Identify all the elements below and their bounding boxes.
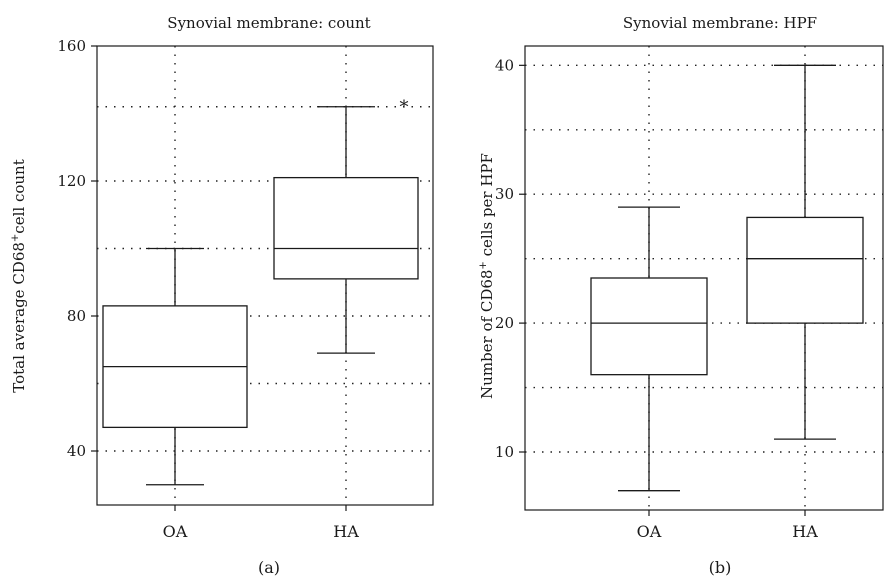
y-axis-label-superscript: +: [10, 234, 21, 242]
y-tick-label: 80: [67, 307, 86, 325]
iqr-box: [746, 216, 864, 324]
y-axis-label: Number of CD68+ cells per HPF: [478, 153, 496, 399]
x-category-label: HA: [333, 522, 359, 541]
x-category-label: OA: [637, 522, 662, 541]
iqr-box: [273, 176, 419, 280]
outlier-marker: *: [400, 97, 409, 118]
y-tick-label: 40: [495, 56, 514, 74]
y-tick-label: 120: [57, 172, 86, 190]
y-tick-label: 160: [57, 37, 86, 55]
panel-label: (a): [258, 558, 280, 577]
chart-title: Synovial membrane: count: [167, 14, 370, 32]
panel-b: 10 20 30 40 OA HA Synovial membrane: HPF Number…: [478, 14, 884, 577]
y-axis-label-part: cell count: [10, 159, 28, 233]
iqr-box: [590, 277, 708, 376]
y-axis-label-part: cells per HPF: [478, 153, 496, 261]
chart-title: Synovial membrane: HPF: [623, 14, 817, 32]
panel-label: (b): [709, 558, 732, 577]
x-category-label: OA: [163, 522, 188, 541]
y-axis-label: Total average CD68+cell count: [10, 159, 28, 392]
y-axis-label-part: Total average CD68: [10, 242, 28, 393]
y-tick-label: 40: [67, 442, 86, 460]
y-axis-label-superscript: +: [478, 261, 489, 269]
x-category-label: HA: [792, 522, 818, 541]
plot-frame: [524, 45, 884, 511]
panel-a: 40 80 120 160 OA HA * Synovial membrane: count T…: [10, 14, 434, 577]
plot-frame: [96, 45, 434, 506]
y-tick-label: 20: [495, 314, 514, 332]
y-tick-label: 10: [495, 443, 514, 461]
y-tick-label: 30: [495, 185, 514, 203]
y-axis-label-part: Number of CD68: [478, 270, 496, 399]
